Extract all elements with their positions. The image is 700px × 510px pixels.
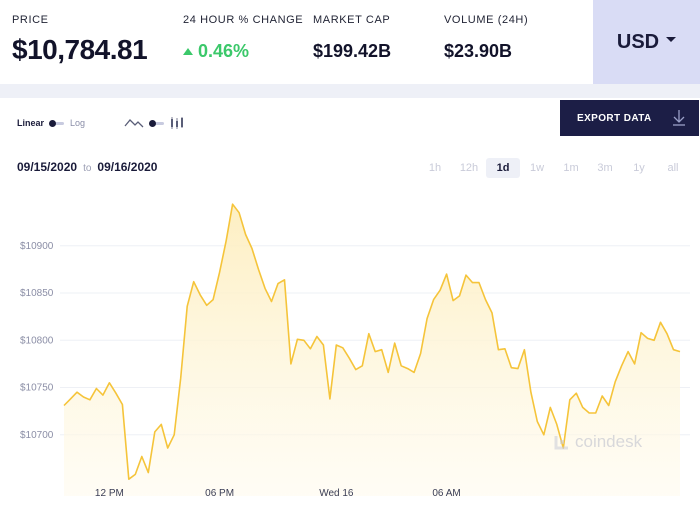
currency-dropdown[interactable]: USD xyxy=(593,0,700,84)
coindesk-watermark: coindesk xyxy=(552,432,642,452)
scale-switch[interactable] xyxy=(49,119,65,127)
x-tick-label: 06 PM xyxy=(205,488,234,499)
line-chart-icon[interactable] xyxy=(124,117,144,129)
scale-log-label[interactable]: Log xyxy=(70,118,86,128)
coindesk-logo-icon xyxy=(554,436,568,450)
volume-label: VOLUME (24H) xyxy=(444,14,529,26)
candlestick-icon[interactable] xyxy=(170,116,184,130)
y-tick-label: $10700 xyxy=(20,430,54,441)
watermark-text: coindesk xyxy=(575,432,643,451)
date-separator: to xyxy=(83,163,92,174)
change-stat: 24 HOUR % CHANGE 0.46% xyxy=(183,14,303,62)
market-cap-label: MARKET CAP xyxy=(313,14,391,26)
range-3m[interactable]: 3m xyxy=(597,162,613,174)
chart-type-toggle[interactable] xyxy=(124,116,184,130)
x-tick-label: Wed 16 xyxy=(319,488,354,499)
change-label: 24 HOUR % CHANGE xyxy=(183,14,304,26)
price-stat: PRICE $10,784.81 xyxy=(12,14,148,66)
download-icon xyxy=(673,110,685,126)
x-tick-label: 12 PM xyxy=(95,488,124,499)
range-1w[interactable]: 1w xyxy=(529,162,545,174)
switch-knob xyxy=(49,119,57,127)
volume-value: $23.90B xyxy=(444,41,513,61)
x-tick-label: 06 AM xyxy=(432,488,460,499)
y-tick-label: $10800 xyxy=(20,335,54,346)
price-chart[interactable]: $10700 $10750 $10800 $10850 $10900 12 PM 06 P… xyxy=(0,196,700,510)
range-all[interactable]: all xyxy=(667,162,679,174)
y-tick-label: $10750 xyxy=(20,383,54,394)
scale-toggle[interactable]: Linear Log xyxy=(17,118,85,128)
x-axis-ticks: 12 PM 06 PM Wed 16 06 AM xyxy=(95,488,461,499)
export-data-button[interactable]: EXPORT DATA xyxy=(560,100,699,136)
chevron-down-icon xyxy=(666,36,677,42)
date-from[interactable]: 09/15/2020 xyxy=(17,160,78,174)
y-tick-label: $10900 xyxy=(20,241,54,252)
change-value: 0.46% xyxy=(198,41,250,61)
range-1h[interactable]: 1h xyxy=(428,162,442,174)
divider xyxy=(0,84,700,98)
stats-bar: PRICE $10,784.81 24 HOUR % CHANGE 0.46% … xyxy=(0,0,700,84)
price-line xyxy=(63,203,681,480)
price-area xyxy=(64,204,680,496)
range-1d[interactable]: 1d xyxy=(486,158,520,178)
range-12h[interactable]: 12h xyxy=(459,162,479,174)
scale-linear-label[interactable]: Linear xyxy=(17,118,45,128)
range-1m[interactable]: 1m xyxy=(563,162,579,174)
currency-label: USD xyxy=(616,30,660,53)
export-label: EXPORT DATA xyxy=(577,112,652,124)
volume-stat: VOLUME (24H) $23.90B xyxy=(444,14,528,62)
range-selector: 1h 12h 1d 1w 1m 3m 1y all xyxy=(418,158,690,178)
date-range[interactable]: 09/15/2020 to 09/16/2020 xyxy=(17,160,157,174)
price-value: $10,784.81 xyxy=(12,34,148,65)
y-tick-label: $10850 xyxy=(20,288,54,299)
arrow-up-icon xyxy=(183,48,193,55)
price-label: PRICE xyxy=(12,14,49,26)
switch-knob xyxy=(149,119,156,127)
change-value-row: 0.46% xyxy=(183,41,303,62)
market-cap-stat: MARKET CAP $199.42B xyxy=(313,14,391,62)
date-to[interactable]: 09/16/2020 xyxy=(97,160,158,174)
range-1y[interactable]: 1y xyxy=(633,162,645,174)
chart-type-switch[interactable] xyxy=(149,119,164,127)
market-cap-value: $199.42B xyxy=(313,41,392,61)
y-axis-ticks: $10700 $10750 $10800 $10850 $10900 xyxy=(20,241,54,441)
